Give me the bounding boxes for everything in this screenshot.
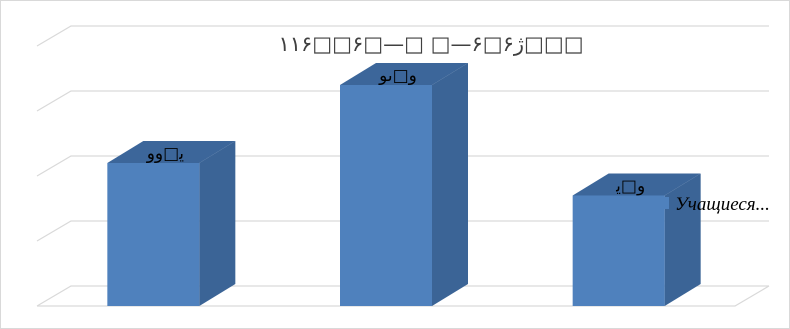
data-labels: ﻳ□وو و□ىو و□ﻳ bbox=[146, 66, 645, 197]
chart-title: ۱۱۶□□۶□—□ □—۶□ژ۶□□□ bbox=[278, 32, 583, 56]
legend: Учащиеся... bbox=[657, 194, 770, 215]
bars bbox=[107, 63, 701, 306]
legend-swatch bbox=[657, 197, 669, 209]
bar-side bbox=[199, 141, 236, 306]
bar bbox=[572, 173, 701, 306]
gridline bbox=[36, 90, 769, 112]
gridline bbox=[36, 285, 769, 307]
gridlines bbox=[36, 25, 770, 307]
bar bbox=[340, 63, 468, 306]
bar-front bbox=[107, 163, 200, 306]
bar-front bbox=[340, 85, 432, 306]
gridline bbox=[36, 220, 769, 242]
bar-top bbox=[107, 141, 236, 163]
data-label: و□ﻳ bbox=[615, 177, 645, 197]
bar-side bbox=[432, 63, 468, 306]
gridline bbox=[36, 25, 769, 47]
bar bbox=[107, 141, 236, 306]
bar-side bbox=[664, 173, 701, 306]
legend-label: Учащиеся... bbox=[675, 194, 770, 215]
gridline bbox=[36, 155, 769, 177]
bar-top bbox=[340, 63, 468, 85]
data-label: و□ىو bbox=[378, 66, 417, 86]
bar-front bbox=[572, 195, 665, 306]
floor-edge bbox=[37, 285, 770, 307]
bar-top bbox=[572, 173, 701, 196]
data-label: ﻳ□وو bbox=[146, 144, 184, 164]
